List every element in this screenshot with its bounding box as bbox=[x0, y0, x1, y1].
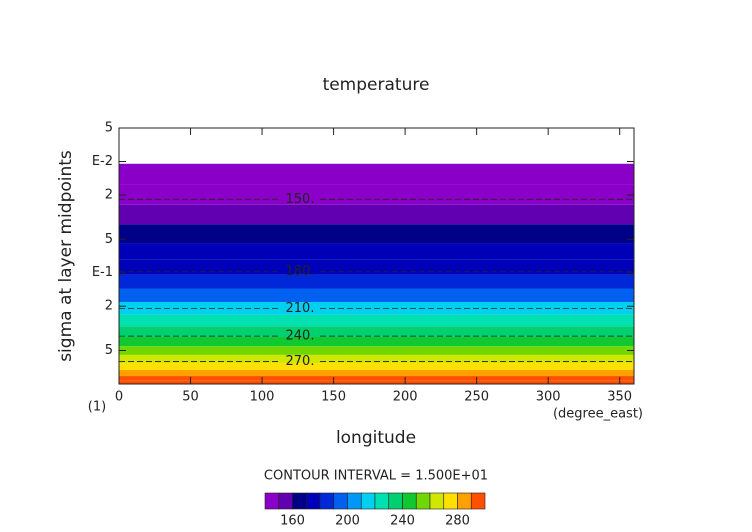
x-tick-label: 200 bbox=[393, 390, 418, 405]
temperature-band bbox=[119, 326, 634, 337]
temperature-band bbox=[119, 288, 634, 303]
y-tick-label: 5 bbox=[105, 343, 113, 358]
x-tick-label: 350 bbox=[607, 390, 632, 405]
y-tick-label: E-2 bbox=[92, 154, 113, 169]
colorbar-box bbox=[470, 492, 486, 510]
temperature-band bbox=[119, 369, 634, 377]
y-axis-label: sigma at layer midpoints bbox=[56, 150, 76, 362]
contour-label: 150. bbox=[286, 192, 315, 207]
temperature-band bbox=[119, 243, 634, 260]
chart-title: temperature bbox=[323, 75, 430, 95]
colorbar-box bbox=[429, 492, 445, 510]
x-tick-label: 300 bbox=[536, 390, 561, 405]
y-tick-label: 5 bbox=[105, 232, 113, 247]
contour-interval: CONTOUR INTERVAL = 1.500E+01 bbox=[264, 469, 488, 484]
temperature-band bbox=[119, 380, 634, 384]
colorbar-box bbox=[319, 492, 335, 510]
colorbar-box bbox=[388, 492, 403, 510]
y-tick-label: E-1 bbox=[92, 265, 113, 280]
colorbar-box bbox=[457, 492, 472, 510]
colorbar-box bbox=[402, 492, 417, 510]
colorbar-label: 240 bbox=[390, 514, 415, 529]
x-tick-label: 150 bbox=[321, 390, 346, 405]
temperature-band bbox=[119, 314, 634, 327]
x-tick-label: 50 bbox=[182, 390, 199, 405]
temperature-band bbox=[119, 354, 634, 364]
y-tick-label: 2 bbox=[105, 187, 113, 202]
colorbar-label: 280 bbox=[445, 514, 470, 529]
temperature-band bbox=[119, 184, 634, 205]
temperature-band bbox=[119, 259, 634, 275]
temperature-band bbox=[119, 274, 634, 289]
y-tick-label: 5 bbox=[105, 121, 113, 136]
colorbar-box bbox=[347, 492, 362, 510]
contour-label: 240. bbox=[286, 329, 315, 344]
colorbar-label: 200 bbox=[335, 514, 360, 529]
colorbar-box bbox=[333, 492, 348, 510]
contour-label: 180. bbox=[286, 264, 315, 279]
temperature-band bbox=[119, 376, 634, 381]
y-tick-label: 2 bbox=[105, 299, 113, 314]
colorbar-box bbox=[374, 492, 390, 510]
colorbar-box bbox=[360, 492, 376, 510]
plot-frame bbox=[118, 127, 635, 385]
temperature-band bbox=[119, 224, 634, 244]
x-axis-label: longitude bbox=[336, 428, 416, 448]
temperature-band bbox=[119, 163, 634, 185]
colorbar-box bbox=[305, 492, 321, 510]
x-tick-label: 100 bbox=[250, 390, 275, 405]
x-unit: (degree_east) bbox=[553, 407, 643, 422]
y-unit: (1) bbox=[88, 400, 106, 415]
temperature-band bbox=[119, 204, 634, 225]
temperature-band bbox=[119, 346, 634, 355]
colorbar-box bbox=[264, 492, 280, 510]
colorbar-label: 160 bbox=[280, 514, 305, 529]
x-tick-label: 250 bbox=[464, 390, 489, 405]
x-tick-label: 0 bbox=[115, 390, 123, 405]
contour-label: 270. bbox=[286, 354, 315, 369]
contour-label: 210. bbox=[286, 301, 315, 316]
temperature-band bbox=[119, 336, 634, 347]
temperature-band bbox=[119, 363, 634, 370]
colorbar-box bbox=[415, 492, 431, 510]
colorbar-box bbox=[443, 492, 458, 510]
colorbar-box bbox=[278, 492, 293, 510]
colorbar-box bbox=[292, 492, 307, 510]
